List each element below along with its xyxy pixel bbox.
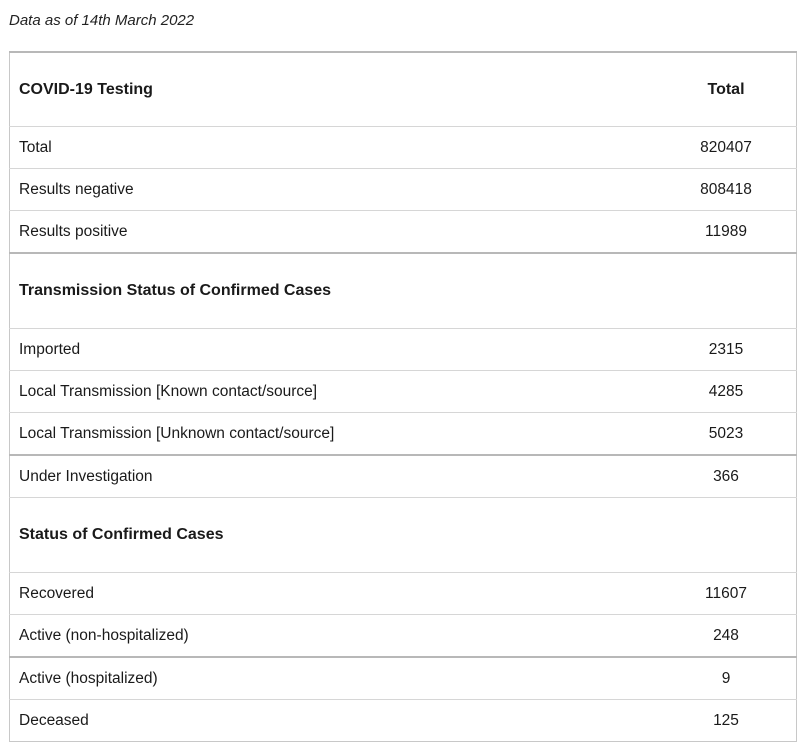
section-empty-cell — [656, 497, 797, 573]
transmission-heading: Transmission Status of Confirmed Cases — [9, 252, 656, 329]
row-label: Recovered — [9, 572, 656, 615]
row-label: Under Investigation — [9, 454, 656, 498]
row-value: 9 — [656, 656, 797, 700]
section-heading-row: Transmission Status of Confirmed Cases — [9, 252, 797, 329]
table-header-row: COVID-19 Testing Total — [9, 51, 797, 127]
row-value: 11607 — [656, 572, 797, 615]
table-row: Local Transmission [Known contact/source… — [9, 370, 797, 413]
row-label: Active (non-hospitalized) — [9, 614, 656, 657]
row-value: 248 — [656, 614, 797, 657]
row-value: 125 — [656, 699, 797, 742]
row-label: Imported — [9, 328, 656, 371]
table-row: Deceased 125 — [9, 699, 797, 742]
table-row: Local Transmission [Unknown contact/sour… — [9, 412, 797, 455]
row-value: 4285 — [656, 370, 797, 413]
row-value: 808418 — [656, 168, 797, 211]
row-label: Active (hospitalized) — [9, 656, 656, 700]
row-value: 11989 — [656, 210, 797, 253]
row-label: Local Transmission [Known contact/source… — [9, 370, 656, 413]
covid-testing-table: COVID-19 Testing Total Total 820407 Resu… — [9, 51, 797, 742]
row-label: Local Transmission [Unknown contact/sour… — [9, 412, 656, 455]
status-heading: Status of Confirmed Cases — [9, 497, 656, 573]
row-value: 366 — [656, 454, 797, 498]
section-heading-row: Status of Confirmed Cases — [9, 497, 797, 573]
row-value: 2315 — [656, 328, 797, 371]
row-label: Results positive — [9, 210, 656, 253]
table-row: Imported 2315 — [9, 328, 797, 371]
row-value: 820407 — [656, 126, 797, 169]
section-empty-cell — [656, 252, 797, 329]
table-row: Active (non-hospitalized) 248 — [9, 614, 797, 657]
row-value: 5023 — [656, 412, 797, 455]
table-row: Under Investigation 366 — [9, 454, 797, 498]
row-label: Deceased — [9, 699, 656, 742]
row-label: Results negative — [9, 168, 656, 211]
data-date-caption: Data as of 14th March 2022 — [9, 12, 195, 29]
table-row: Active (hospitalized) 9 — [9, 656, 797, 700]
table-row: Recovered 11607 — [9, 572, 797, 615]
table-row: Results positive 11989 — [9, 210, 797, 253]
header-total: Total — [656, 51, 797, 127]
table-row: Total 820407 — [9, 126, 797, 169]
row-label: Total — [9, 126, 656, 169]
table-row: Results negative 808418 — [9, 168, 797, 211]
header-label: COVID-19 Testing — [9, 51, 656, 127]
